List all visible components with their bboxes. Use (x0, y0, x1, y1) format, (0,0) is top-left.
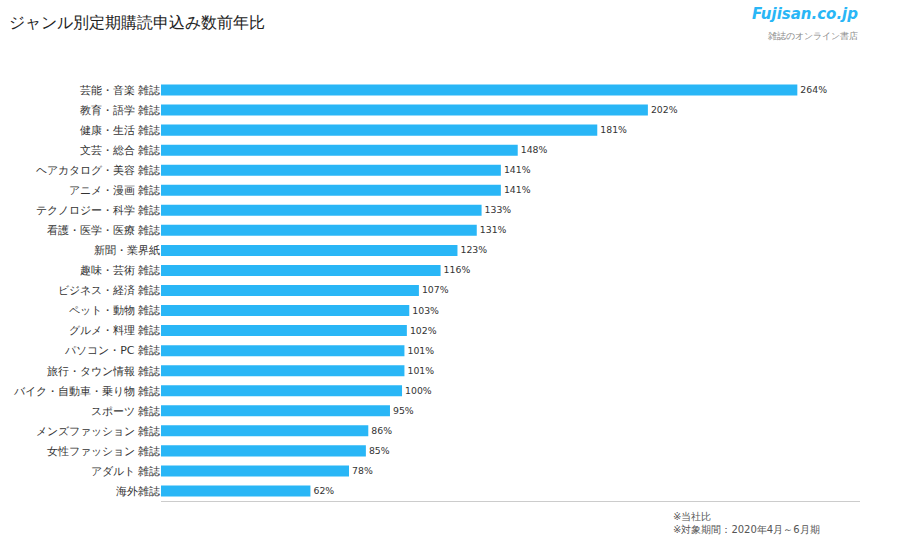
svg-text:141%: 141% (504, 164, 531, 175)
svg-text:趣味・芸術 雑誌: 趣味・芸術 雑誌 (80, 264, 161, 277)
svg-text:101%: 101% (407, 345, 434, 356)
svg-text:バイク・自動車・乗り物 雑誌: バイク・自動車・乗り物 雑誌 (13, 385, 161, 398)
svg-text:101%: 101% (407, 365, 434, 376)
svg-text:Fujisan.co.jp: Fujisan.co.jp (752, 5, 858, 23)
svg-text:海外雑誌: 海外雑誌 (116, 485, 160, 498)
svg-text:78%: 78% (352, 465, 373, 476)
svg-text:※当社比※対象期間：2020年4月～6月期: ※当社比※対象期間：2020年4月～6月期 (673, 511, 820, 535)
svg-text:62%: 62% (313, 485, 334, 496)
svg-text:102%: 102% (410, 325, 437, 336)
svg-text:131%: 131% (480, 224, 507, 235)
svg-text:芸能・音楽 雑誌: 芸能・音楽 雑誌 (80, 84, 161, 97)
svg-text:スポーツ 雑誌: スポーツ 雑誌 (91, 405, 161, 418)
svg-text:141%: 141% (504, 184, 531, 195)
svg-text:148%: 148% (521, 144, 548, 155)
svg-text:アニメ・漫画 雑誌: アニメ・漫画 雑誌 (69, 184, 161, 197)
svg-text:ペット・動物 雑誌: ペット・動物 雑誌 (69, 304, 161, 317)
svg-text:看護・医学・医療 雑誌: 看護・医学・医療 雑誌 (47, 224, 161, 237)
svg-text:85%: 85% (369, 445, 390, 456)
svg-text:雑誌のオンライン書店: 雑誌のオンライン書店 (768, 31, 858, 41)
svg-text:133%: 133% (485, 204, 512, 215)
svg-text:264%: 264% (800, 84, 827, 95)
svg-text:教育・語学 雑誌: 教育・語学 雑誌 (80, 104, 161, 117)
svg-text:パソコン・PC 雑誌: パソコン・PC 雑誌 (64, 344, 160, 357)
svg-text:95%: 95% (393, 405, 414, 416)
svg-text:123%: 123% (460, 244, 487, 255)
svg-text:86%: 86% (371, 425, 392, 436)
svg-text:女性ファッション 雑誌: 女性ファッション 雑誌 (47, 445, 161, 458)
svg-text:アダルト 雑誌: アダルト 雑誌 (91, 465, 161, 478)
svg-text:ジャンル別定期購読申込み数前年比: ジャンル別定期購読申込み数前年比 (9, 13, 265, 32)
svg-text:旅行・タウン情報 雑誌: 旅行・タウン情報 雑誌 (47, 365, 161, 378)
svg-text:202%: 202% (651, 104, 678, 115)
svg-text:新聞・業界紙: 新聞・業界紙 (94, 244, 160, 257)
svg-text:ビジネス・経済 雑誌: ビジネス・経済 雑誌 (58, 284, 161, 297)
svg-text:ヘアカタログ・美容 雑誌: ヘアカタログ・美容 雑誌 (36, 164, 161, 177)
svg-text:181%: 181% (600, 124, 627, 135)
svg-text:116%: 116% (444, 264, 471, 275)
svg-text:103%: 103% (412, 305, 439, 316)
svg-text:107%: 107% (422, 284, 449, 295)
svg-text:メンズファッション 雑誌: メンズファッション 雑誌 (36, 425, 161, 438)
svg-text:文芸・総合 雑誌: 文芸・総合 雑誌 (80, 144, 161, 157)
svg-text:グルメ・料理 雑誌: グルメ・料理 雑誌 (69, 324, 161, 337)
svg-text:テクノロジー・科学 雑誌: テクノロジー・科学 雑誌 (36, 204, 161, 217)
svg-text:100%: 100% (405, 385, 432, 396)
svg-text:健康・生活 雑誌: 健康・生活 雑誌 (80, 124, 161, 137)
